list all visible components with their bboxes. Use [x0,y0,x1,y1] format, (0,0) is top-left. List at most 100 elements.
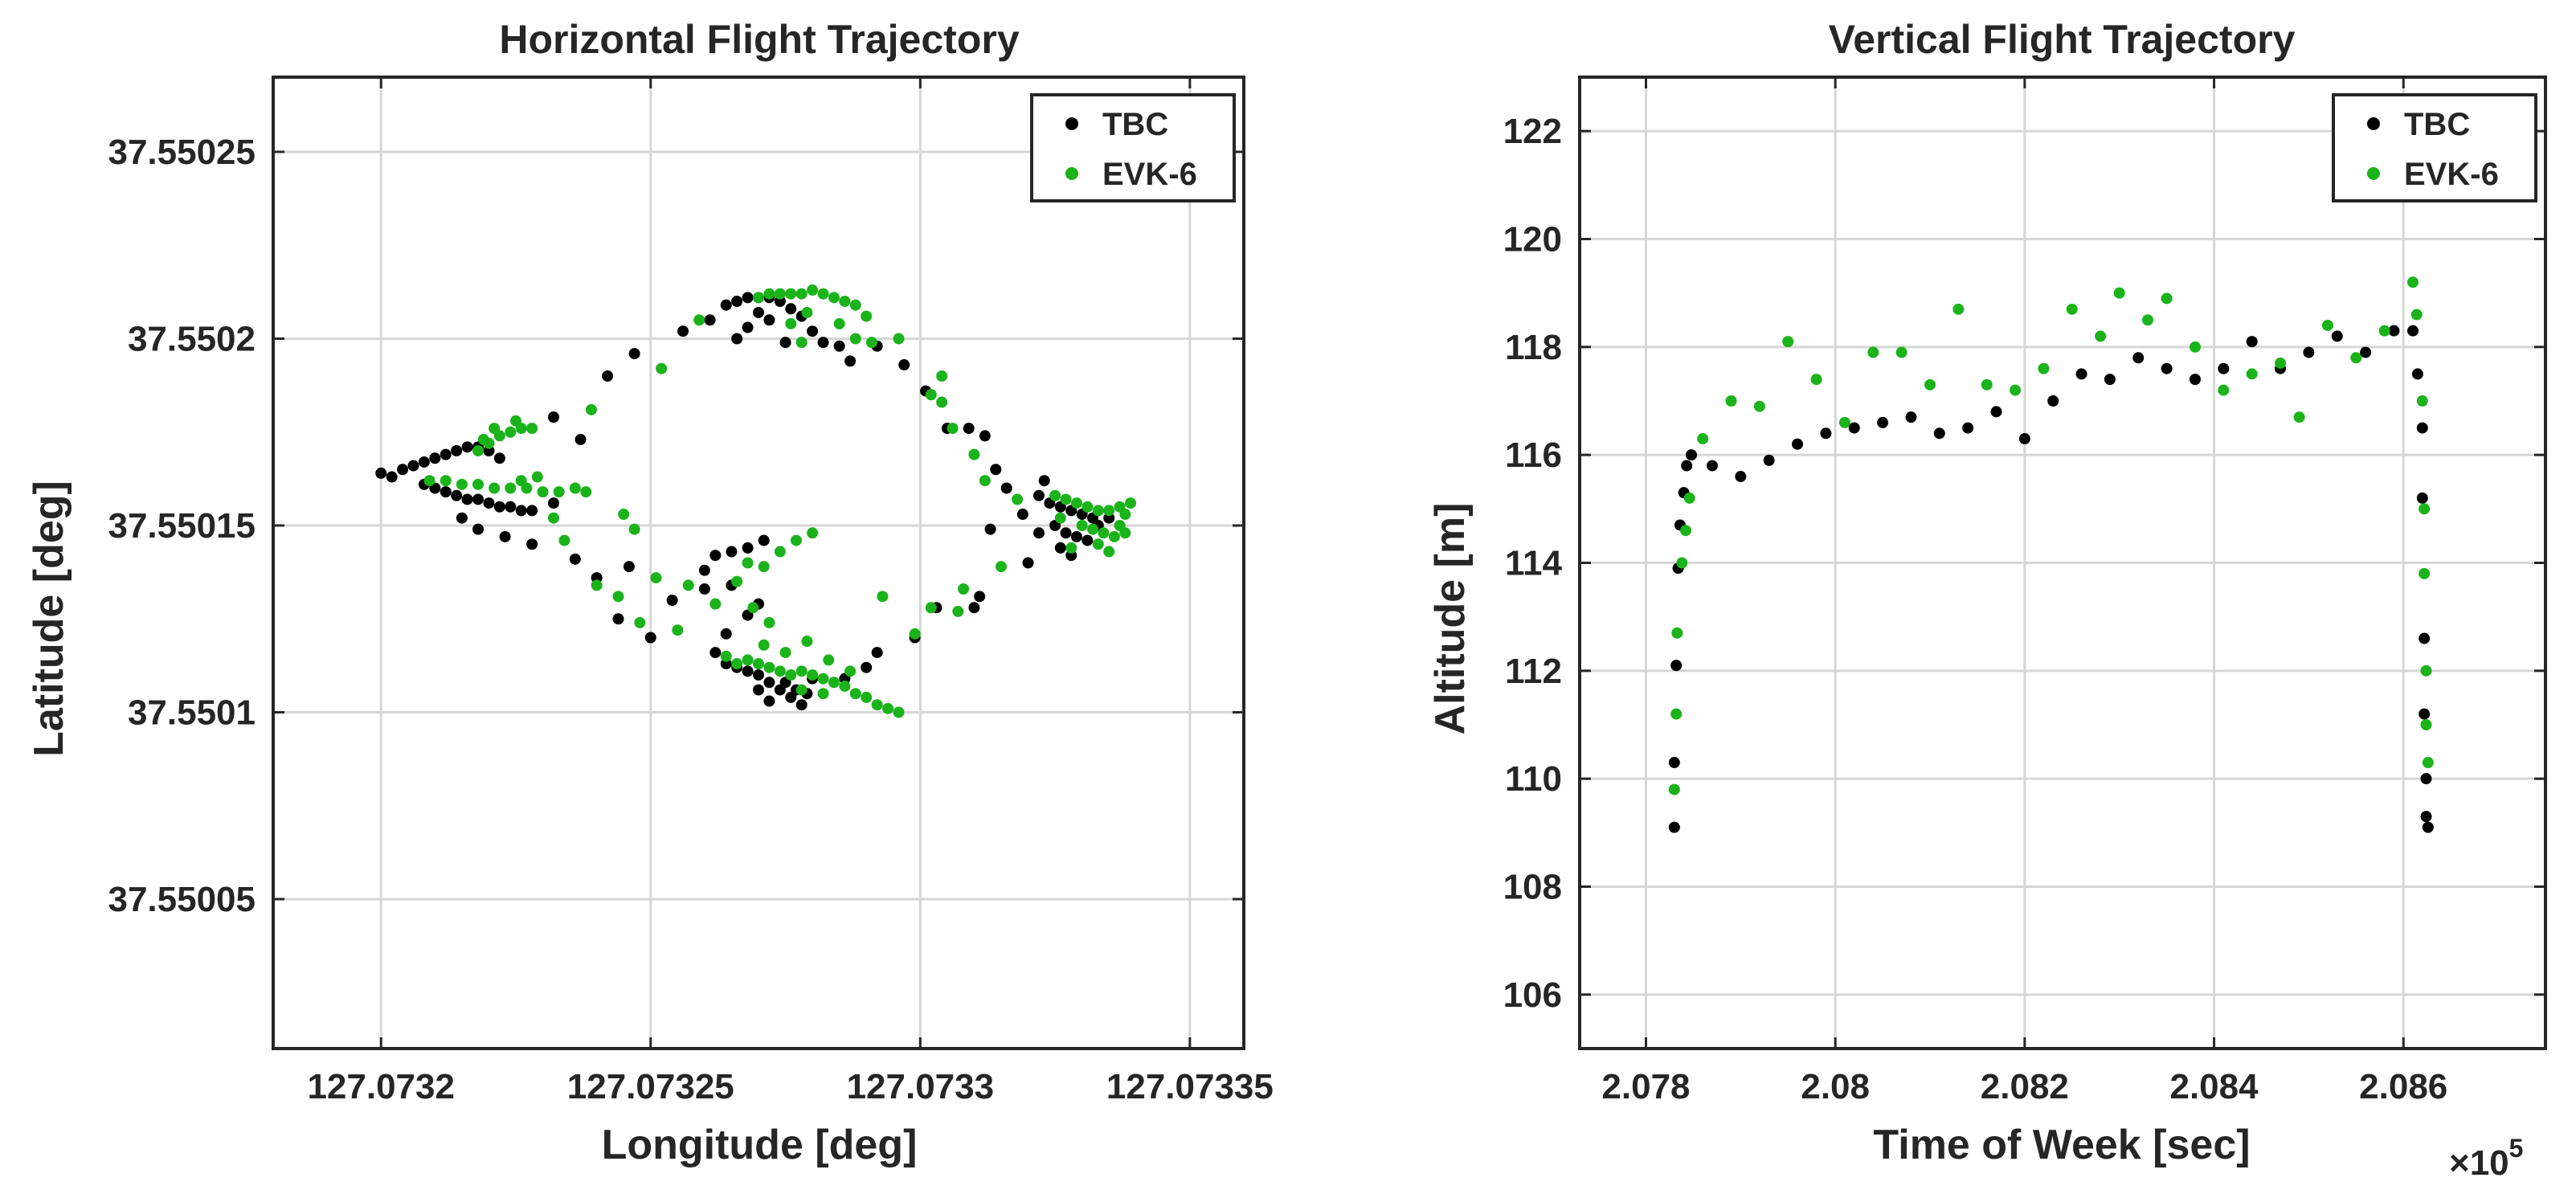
data-point-tbc [456,512,468,524]
data-point-evk-6 [790,534,802,546]
x-axis-multiplier-exponent: 5 [2509,1134,2524,1163]
data-point-tbc [990,464,1002,476]
data-point-evk-6 [1087,523,1099,535]
data-point-tbc [451,489,463,501]
data-point-evk-6 [1070,497,1082,509]
legend-marker-tbc [1065,117,1078,130]
data-point-tbc [861,661,873,673]
legend-label-evk-6: EVK-6 [2404,157,2499,192]
y-tick-label-horizontal: 37.55015 [108,506,256,546]
data-point-tbc [386,471,398,483]
data-point-tbc [1763,454,1775,466]
data-point-evk-6 [1060,493,1072,505]
data-point-tbc [2416,422,2428,434]
data-point-tbc [547,411,559,423]
legend-marker-evk-6 [1065,167,1078,180]
data-point-evk-6 [2161,292,2173,305]
data-point-tbc [628,348,640,360]
data-point-evk-6 [801,306,813,318]
data-point-evk-6 [828,677,840,689]
data-point-tbc [1820,427,1832,440]
data-point-tbc [1792,438,1804,450]
x-axis-label-horizontal: Longitude [deg] [602,1122,918,1168]
data-point-tbc [612,613,624,625]
data-point-tbc [1082,534,1094,546]
data-point-evk-6 [531,471,543,483]
data-point-evk-6 [634,616,646,628]
data-point-tbc [984,523,996,535]
data-point-evk-6 [1082,501,1094,513]
data-point-evk-6 [472,445,485,456]
x-tick-label-vertical: 2.078 [1601,1067,1690,1106]
data-point-evk-6 [2420,664,2432,677]
data-point-evk-6 [2420,719,2432,730]
data-point-evk-6 [996,561,1007,573]
data-point-tbc [1070,530,1082,542]
data-point-tbc [1032,489,1045,501]
data-point-tbc [1877,416,1889,428]
data-point-evk-6 [2218,384,2230,396]
data-point-evk-6 [1924,378,1936,391]
data-point-tbc [974,591,986,603]
legend-vertical: TBC EVK-6 [2332,93,2537,202]
data-point-tbc [2416,492,2428,504]
data-point-tbc [1668,757,1680,769]
data-point-evk-6 [693,314,705,326]
data-point-tbc [763,677,775,689]
legend-box [1030,93,1236,202]
data-point-tbc [499,530,511,542]
data-point-evk-6 [569,482,581,494]
data-point-tbc [698,564,710,576]
data-point-evk-6 [774,288,786,300]
data-point-tbc [844,355,857,367]
data-point-evk-6 [849,333,861,345]
x-tick-label-vertical: 2.084 [2169,1067,2259,1106]
data-point-tbc [2331,330,2343,342]
data-point-tbc [2360,346,2372,358]
data-point-evk-6 [817,673,829,685]
data-point-tbc [720,299,732,311]
data-point-tbc [742,292,754,304]
data-point-tbc [979,430,991,442]
data-point-evk-6 [585,403,597,415]
legend-label-evk-6: EVK-6 [1102,157,1197,192]
data-point-tbc [547,497,559,509]
data-point-evk-6 [537,486,549,498]
data-point-evk-6 [807,284,819,296]
x-tick-label-horizontal: 127.07325 [567,1067,734,1106]
data-point-tbc [1038,475,1050,487]
data-point-evk-6 [2246,368,2258,380]
data-point-tbc [2246,336,2258,348]
data-point-evk-6 [839,680,851,692]
data-point-tbc [2218,362,2230,374]
data-point-tbc [407,460,419,472]
y-tick-label-vertical: 114 [1505,544,1563,583]
data-point-tbc [1990,406,2002,418]
data-point-evk-6 [758,561,770,573]
data-point-tbc [763,314,775,326]
data-point-tbc [2411,368,2423,380]
data-point-evk-6 [795,337,808,349]
data-point-evk-6 [817,688,829,700]
data-point-tbc [731,333,743,345]
data-point-tbc [1706,460,1718,472]
data-point-tbc [375,467,387,479]
data-point-evk-6 [865,337,877,349]
chart-title-horizontal: Horizontal Flight Trajectory [499,17,1019,62]
data-point-tbc [623,561,635,573]
data-point-tbc [526,505,538,517]
data-point-evk-6 [774,665,786,677]
data-point-evk-6 [893,706,905,718]
plot-frame-horizontal [272,76,1245,1050]
data-point-tbc [2047,395,2059,407]
data-point-tbc [704,314,716,326]
data-point-evk-6 [909,628,921,640]
data-point-tbc [779,337,791,349]
data-point-evk-6 [2095,330,2107,342]
data-point-evk-6 [1119,509,1131,521]
data-point-tbc [1032,527,1045,539]
data-point-evk-6 [1012,493,1024,505]
